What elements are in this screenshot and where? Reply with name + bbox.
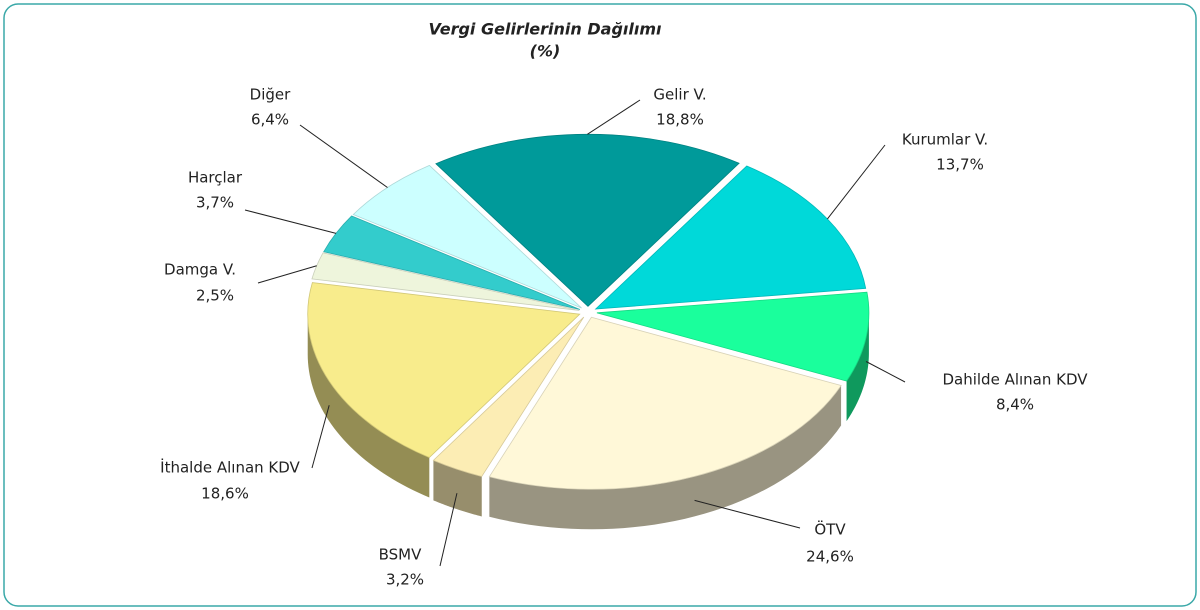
slice-label: Dahilde Alınan KDV <box>942 371 1088 389</box>
slice-value-label: 3,7% <box>196 194 234 212</box>
slice-label: Diğer <box>250 86 291 104</box>
slice <box>323 215 581 310</box>
leader-line <box>257 265 317 284</box>
slice-label: İthalde Alınan KDV <box>160 458 300 477</box>
slice-value-label: 13,7% <box>936 156 984 174</box>
slice-side <box>846 312 869 422</box>
slice <box>488 316 842 490</box>
chart-title: Vergi Gelirlerinin Dağılımı <box>429 20 663 39</box>
leader-line <box>694 499 801 529</box>
slice-side <box>489 385 842 530</box>
slice-value-label: 18,6% <box>201 485 249 503</box>
leader-line <box>587 99 641 135</box>
slice-label: Damga V. <box>164 261 236 279</box>
slice-label: Harçlar <box>188 169 243 187</box>
leader-line <box>439 493 458 567</box>
slice-label: ÖTV <box>814 520 846 539</box>
leader-line <box>244 209 337 234</box>
slice <box>307 282 581 459</box>
slice-value-label: 8,4% <box>996 396 1034 414</box>
leader-line <box>311 405 330 469</box>
slice-value-label: 6,4% <box>251 111 289 129</box>
leader-line <box>299 124 388 188</box>
leader-line <box>865 361 906 383</box>
slice <box>311 252 580 311</box>
slice-side <box>433 460 482 517</box>
slice-side <box>307 314 430 498</box>
slice <box>352 164 582 309</box>
slice-label: Gelir V. <box>653 86 706 104</box>
slice-value-label: 2,5% <box>196 287 234 305</box>
slice-label: BSMV <box>379 546 422 564</box>
chart-subtitle: (%) <box>530 42 561 61</box>
slice <box>596 291 870 382</box>
slice-label: Kurumlar V. <box>902 131 988 149</box>
slice-value-label: 18,8% <box>656 111 704 129</box>
slice-value-label: 24,6% <box>806 548 854 566</box>
slice-value-label: 3,2% <box>386 571 424 589</box>
leader-line <box>827 144 886 220</box>
slice <box>432 316 585 477</box>
